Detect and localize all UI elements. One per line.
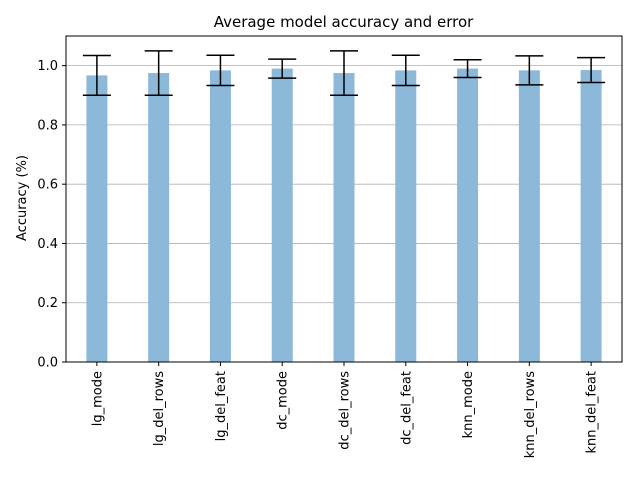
bar xyxy=(209,70,231,363)
y-tick-label: 0.0 xyxy=(37,356,58,371)
bar xyxy=(333,73,355,362)
y-tick-label: 0.8 xyxy=(37,118,58,133)
x-tick-label: lg_mode xyxy=(90,371,105,426)
x-axis-ticks: lg_mode lg_del_rows lg_del_feat dc_mode dc_d… xyxy=(90,362,600,459)
y-tick-label: 0.2 xyxy=(37,296,58,311)
x-tick-label: dc_del_rows xyxy=(338,371,353,450)
x-tick-label: dc_mode xyxy=(276,371,291,430)
x-tick-label: knn_del_rows xyxy=(523,371,538,459)
x-tick-label: lg_del_rows xyxy=(152,371,167,446)
chart-title: Average model accuracy and error xyxy=(214,13,474,31)
y-tick-label: 0.6 xyxy=(37,178,58,193)
y-axis-ticks: 0.0 0.2 0.4 0.6 0.8 1.0 xyxy=(37,59,66,371)
bar xyxy=(395,70,417,363)
y-axis-label: Accuracy (%) xyxy=(15,155,30,241)
bar xyxy=(271,68,293,362)
bars xyxy=(86,68,602,363)
x-tick-label: dc_del_feat xyxy=(399,371,414,445)
x-tick-label: knn_mode xyxy=(461,371,476,438)
x-tick-label: lg_del_feat xyxy=(214,371,229,441)
bar xyxy=(86,75,108,362)
bar xyxy=(518,70,540,363)
error-bars xyxy=(82,50,606,97)
y-tick-label: 1.0 xyxy=(37,59,58,74)
x-tick-label: knn_del_feat xyxy=(585,371,600,454)
y-tick-label: 0.4 xyxy=(37,237,58,252)
bar xyxy=(457,68,479,362)
bar xyxy=(148,73,170,362)
bar xyxy=(580,70,602,362)
